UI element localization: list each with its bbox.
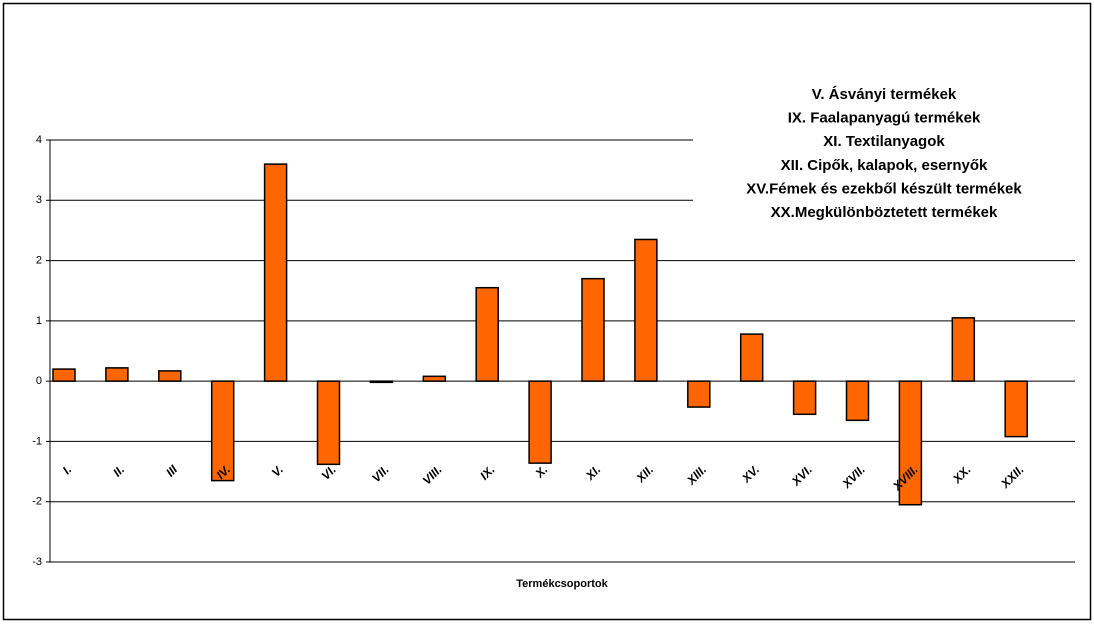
bar	[845, 380, 870, 422]
bar	[422, 375, 447, 382]
bar	[158, 370, 182, 382]
bar	[105, 367, 129, 382]
annotation: XV.Fémek és ezekből készült termékek	[746, 180, 1022, 197]
y-tick-label: 4	[36, 134, 42, 146]
bar	[739, 333, 764, 382]
y-tick-label: -1	[32, 435, 42, 447]
bar	[316, 380, 341, 466]
bar	[263, 163, 288, 382]
bar	[792, 380, 817, 416]
y-tick-label: -2	[32, 496, 42, 508]
y-tick-label: 0	[36, 375, 42, 387]
bar	[951, 317, 976, 382]
bar	[369, 380, 394, 384]
annotation-box	[693, 82, 1075, 236]
annotation: V. Ásványi termékek	[812, 86, 957, 103]
annotation: XI. Textilanyagok	[823, 133, 945, 150]
bar	[687, 380, 711, 408]
annotation: XX.Megkülönböztetett termékek	[771, 204, 998, 221]
bar	[634, 238, 658, 382]
annotation: IX. Faalapanyagú termékek	[788, 110, 981, 127]
bar	[52, 368, 76, 382]
bar	[581, 277, 605, 382]
bar	[528, 380, 552, 464]
bar	[475, 286, 499, 382]
x-axis-title: Termékcsoportok	[516, 578, 608, 590]
bar	[210, 380, 235, 482]
bar	[898, 380, 923, 506]
y-tick-label: 2	[36, 254, 42, 266]
annotation: XII. Cipők, kalapok, esernyők	[781, 157, 988, 174]
bar	[1004, 380, 1028, 438]
y-tick-label: 3	[36, 194, 42, 206]
y-tick-label: 1	[36, 315, 42, 327]
y-tick-label: -3	[32, 556, 42, 568]
